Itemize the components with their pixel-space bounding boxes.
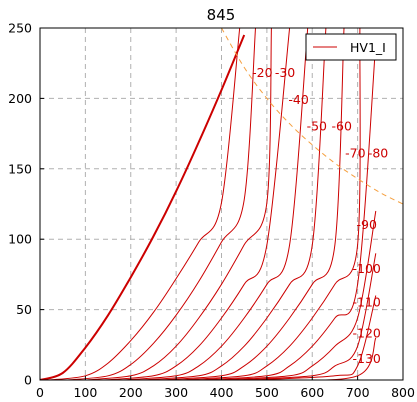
plate-curve-minus-120 [248, 295, 377, 380]
grid-voltage-label: -50 [307, 119, 327, 134]
grid-voltage-label: -130 [353, 351, 381, 366]
plate-curve-minus-90 [194, 42, 377, 380]
grid-voltage-label: -100 [353, 261, 381, 276]
y-tick-label: 100 [8, 232, 32, 247]
plate-curve-minus-30 [85, 28, 272, 380]
y-tick-label: 0 [24, 373, 32, 388]
max-power-curve [221, 28, 403, 205]
x-tick-label: 0 [36, 385, 44, 400]
grid-voltage-label: -80 [368, 145, 388, 160]
grid-voltage-label: -70 [345, 145, 365, 160]
plate-curve-minus-110 [230, 253, 377, 380]
x-tick-label: 400 [210, 385, 234, 400]
chart-title: 845 [207, 6, 236, 24]
x-tick-label: 800 [391, 385, 415, 400]
grid-voltage-label: -20 [252, 65, 272, 80]
legend-label: HV1_I [350, 40, 386, 55]
plate-curve-minus-50 [121, 28, 309, 380]
plate-curve-minus-10 [49, 28, 241, 380]
max-power-line [221, 28, 403, 205]
x-tick-label: 300 [164, 385, 188, 400]
grid-voltage-label: -60 [332, 119, 352, 134]
y-tick-label: 50 [16, 302, 32, 317]
y-axis-ticks: 0 50 100 150 200 250 [8, 21, 44, 388]
grid-voltage-label: -40 [288, 92, 308, 107]
plate-curves [40, 28, 377, 380]
grid-voltage-label: -120 [353, 326, 381, 341]
y-tick-label: 200 [8, 91, 32, 106]
plate-curve-minus-100 [212, 210, 377, 380]
x-tick-label: 100 [73, 385, 97, 400]
plate-curve-minus-130 [266, 337, 377, 380]
x-tick-label: 600 [300, 385, 324, 400]
curve-labels: -20 -30 -40 -50 -60 -70 -80 -90 -100 -110 -120 -130 [252, 65, 388, 366]
plate-curve-minus-60 [139, 28, 327, 380]
x-tick-label: 700 [346, 385, 370, 400]
grid-voltage-label: -110 [353, 295, 381, 310]
x-tick-label: 500 [255, 385, 279, 400]
plate-curve-minus-80 [176, 28, 361, 380]
plate-curve-minus-20 [67, 28, 256, 380]
plate-curve-minus-40 [103, 28, 291, 380]
y-tick-label: 150 [8, 161, 32, 176]
plate-curve-minus-70 [157, 28, 345, 380]
x-axis-ticks: 0 100 200 300 400 500 600 700 800 [36, 376, 415, 400]
x-tick-label: 200 [119, 385, 143, 400]
plate-curve-0 [40, 34, 246, 380]
grid-voltage-label: -30 [275, 65, 295, 80]
legend: HV1_I [305, 33, 397, 61]
y-tick-label: 250 [8, 21, 32, 36]
grid-voltage-label: -90 [356, 217, 376, 232]
